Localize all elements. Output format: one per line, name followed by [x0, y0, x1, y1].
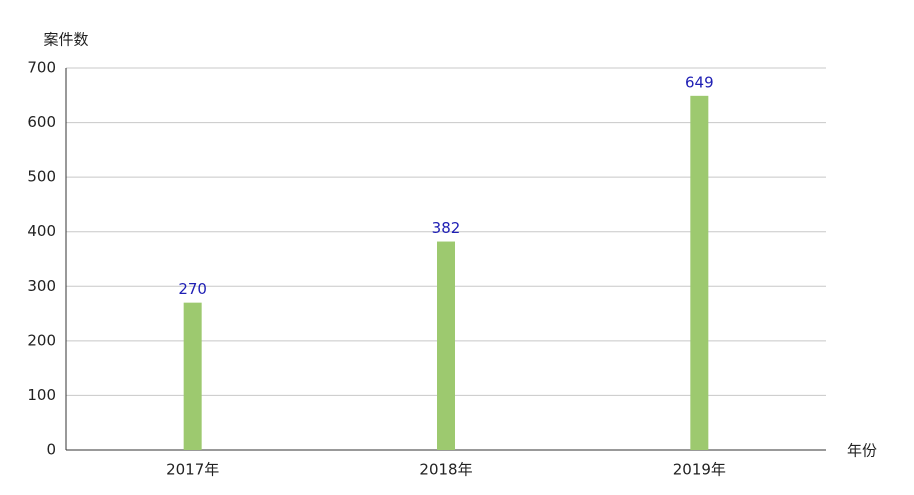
x-axis-label: 年份 — [847, 442, 877, 460]
value-label: 270 — [178, 280, 207, 298]
y-tick-label: 200 — [27, 331, 56, 349]
x-tick-label: 2017年 — [166, 461, 219, 479]
value-label: 649 — [685, 73, 714, 91]
y-tick-label: 500 — [27, 168, 56, 186]
bar — [437, 241, 455, 450]
y-axis-label: 案件数 — [43, 31, 88, 49]
value-label: 382 — [432, 219, 461, 237]
y-tick-label: 400 — [27, 222, 56, 240]
x-tick-label: 2018年 — [419, 461, 472, 479]
y-tick-label: 700 — [27, 59, 56, 77]
y-tick-label: 0 — [46, 441, 56, 459]
y-tick-label: 100 — [27, 386, 56, 404]
bar — [183, 302, 202, 450]
bar — [690, 95, 709, 451]
y-tick-label: 300 — [27, 277, 56, 295]
y-tick-label: 600 — [27, 113, 56, 131]
x-tick-label: 2019年 — [673, 461, 726, 479]
